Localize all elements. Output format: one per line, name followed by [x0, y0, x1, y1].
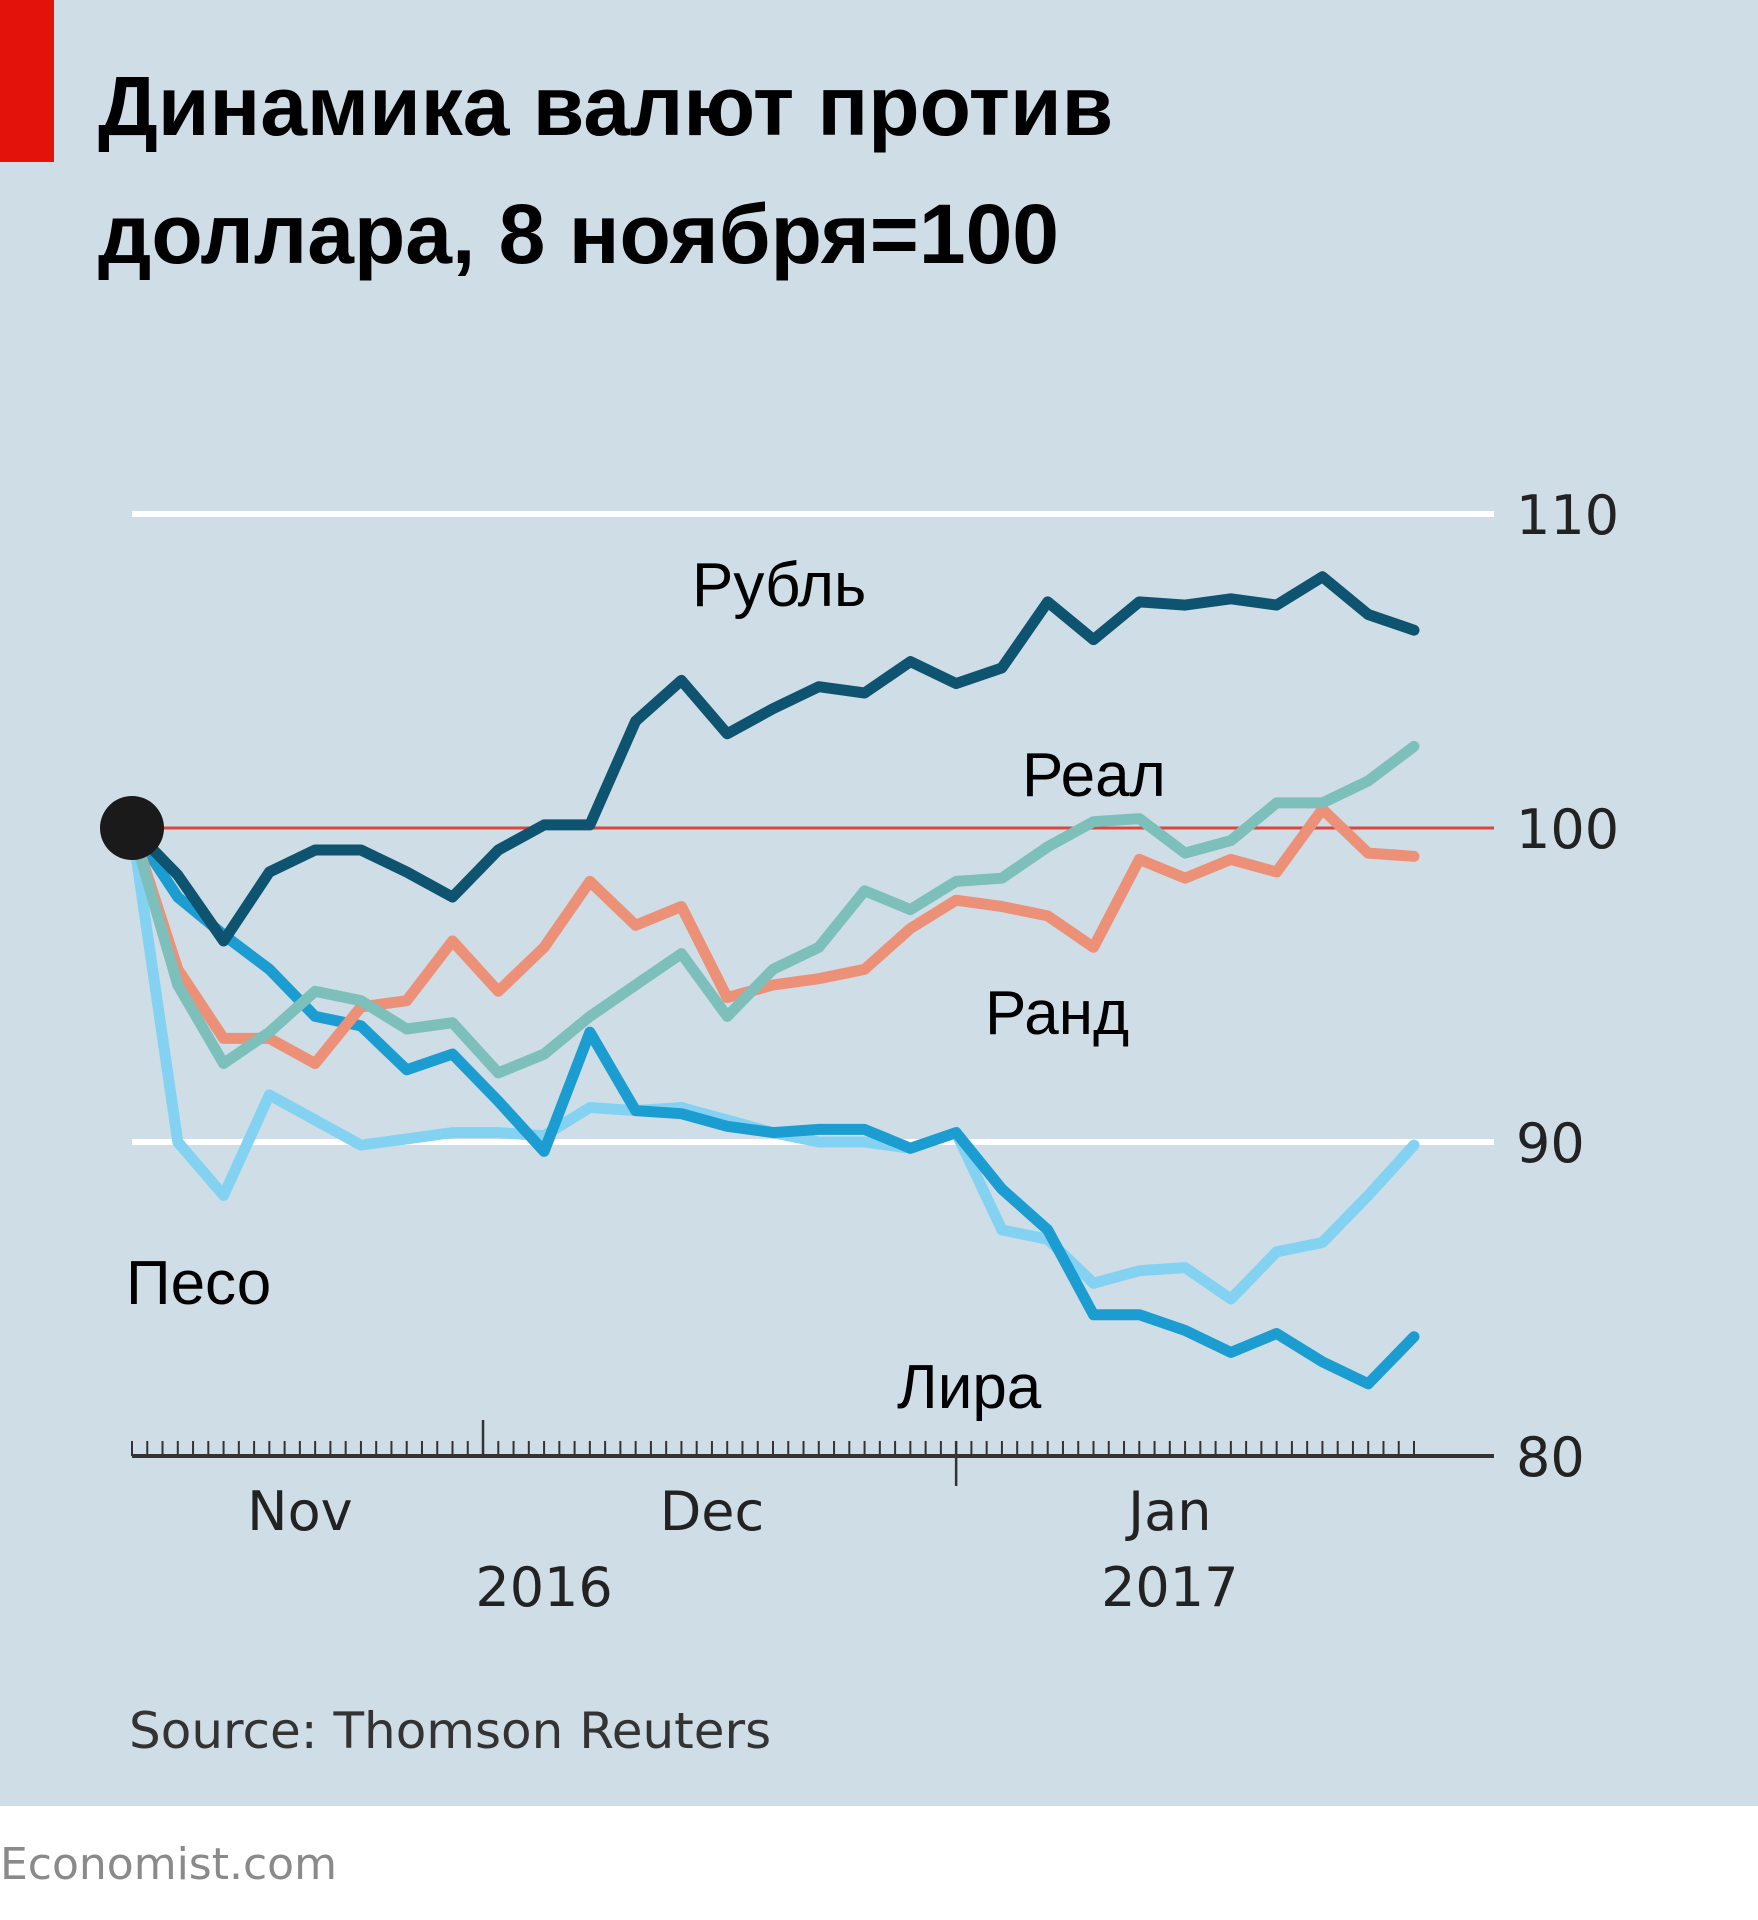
x-year-label-2017: 2017 — [1101, 1556, 1238, 1619]
series-line-0 — [126, 571, 1420, 947]
y-tick-label-90: 90 — [1516, 1112, 1585, 1175]
chart-title-line1: Динамика валют против — [98, 59, 1113, 153]
y-tick-label-80: 80 — [1516, 1426, 1585, 1489]
series-label-peso: Песо — [126, 1249, 271, 1318]
series-label-real: Реал — [1022, 741, 1166, 810]
series-lines — [126, 571, 1420, 1390]
brand-red-bar — [0, 0, 54, 162]
chart-background — [0, 0, 1758, 1806]
x-axis: Nov Dec Jan 2016 2017 — [131, 1420, 1494, 1619]
start-point-marker — [100, 796, 164, 860]
chart-title-line2: доллара, 8 ноября=100 — [98, 187, 1059, 281]
series-label-ruble: Рубль — [692, 551, 866, 620]
brand-footer: Economist.com — [0, 1839, 337, 1890]
y-tick-label-110: 110 — [1516, 484, 1619, 547]
x-month-label-jan: Jan — [1125, 1480, 1211, 1543]
series-label-lira: Лира — [897, 1353, 1042, 1422]
x-year-label-2016: 2016 — [475, 1556, 612, 1619]
series-line-2 — [126, 803, 1420, 1069]
x-month-label-dec: Dec — [660, 1480, 765, 1543]
y-tick-label-100: 100 — [1516, 798, 1619, 861]
source-note: Source: Thomson Reuters — [129, 1702, 771, 1760]
x-month-label-nov: Nov — [247, 1480, 352, 1543]
series-label-rand: Ранд — [985, 979, 1129, 1048]
y-tick-labels: 110 100 90 80 — [1516, 484, 1619, 1489]
series-line-1 — [126, 740, 1420, 1079]
